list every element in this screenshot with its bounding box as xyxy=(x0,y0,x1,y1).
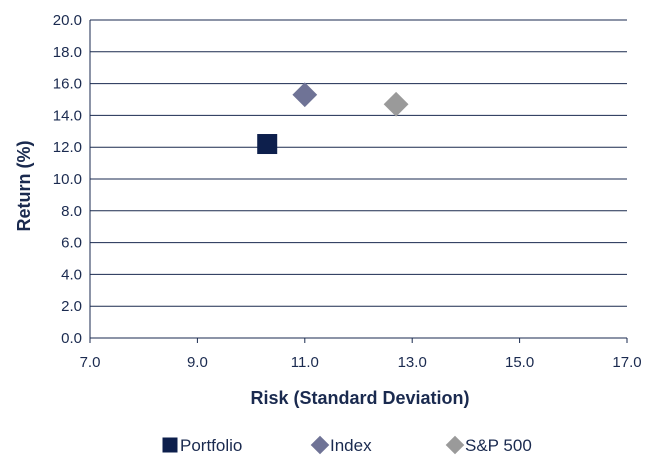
y-tick-label: 12.0 xyxy=(53,139,82,156)
x-tick-labels: 7.0 9.0 11.0 13.0 15.0 17.0 xyxy=(80,354,642,371)
legend-label-portfolio: Portfolio xyxy=(180,436,242,455)
x-tick-label: 17.0 xyxy=(612,354,641,371)
y-tick-label: 0.0 xyxy=(61,330,82,347)
x-axis-title: Risk (Standard Deviation) xyxy=(250,388,469,408)
y-tick-label: 20.0 xyxy=(53,12,82,29)
x-tick-label: 13.0 xyxy=(398,354,427,371)
x-tick-label: 15.0 xyxy=(505,354,534,371)
legend-marker-portfolio xyxy=(162,437,178,453)
y-tick-label: 8.0 xyxy=(61,203,82,220)
data-point-s-p-500 xyxy=(383,91,409,117)
y-axis-title: Return (%) xyxy=(14,141,34,232)
x-tick-label: 7.0 xyxy=(80,354,101,371)
y-tick-label: 2.0 xyxy=(61,298,82,315)
legend-item-portfolio: Portfolio xyxy=(162,436,242,455)
grid-layer xyxy=(89,19,628,343)
x-tick-label: 9.0 xyxy=(187,354,208,371)
legend-label-index: Index xyxy=(330,436,372,455)
x-tick-label: 11.0 xyxy=(291,354,319,371)
legend-marker-index xyxy=(310,435,330,455)
legend-item-s-p-500: S&P 500 xyxy=(445,435,532,455)
legend: Portfolio Index S&P 500 xyxy=(162,435,532,455)
y-tick-label: 16.0 xyxy=(53,76,82,93)
y-tick-label: 18.0 xyxy=(53,44,82,61)
y-tick-label: 10.0 xyxy=(53,171,82,188)
y-tick-label: 4.0 xyxy=(61,266,82,283)
legend-label-s-p-500: S&P 500 xyxy=(465,436,532,455)
legend-marker-s-p-500 xyxy=(445,435,465,455)
data-point-portfolio xyxy=(257,134,278,155)
y-tick-label: 14.0 xyxy=(53,107,82,124)
y-tick-label: 6.0 xyxy=(61,235,82,252)
legend-item-index: Index xyxy=(310,435,372,455)
data-points xyxy=(257,82,409,155)
y-tick-labels: 0.0 2.0 4.0 6.0 8.0 10.0 12.0 14.0 16.0 18.0 20.0 xyxy=(53,12,82,347)
data-point-index xyxy=(292,82,318,108)
